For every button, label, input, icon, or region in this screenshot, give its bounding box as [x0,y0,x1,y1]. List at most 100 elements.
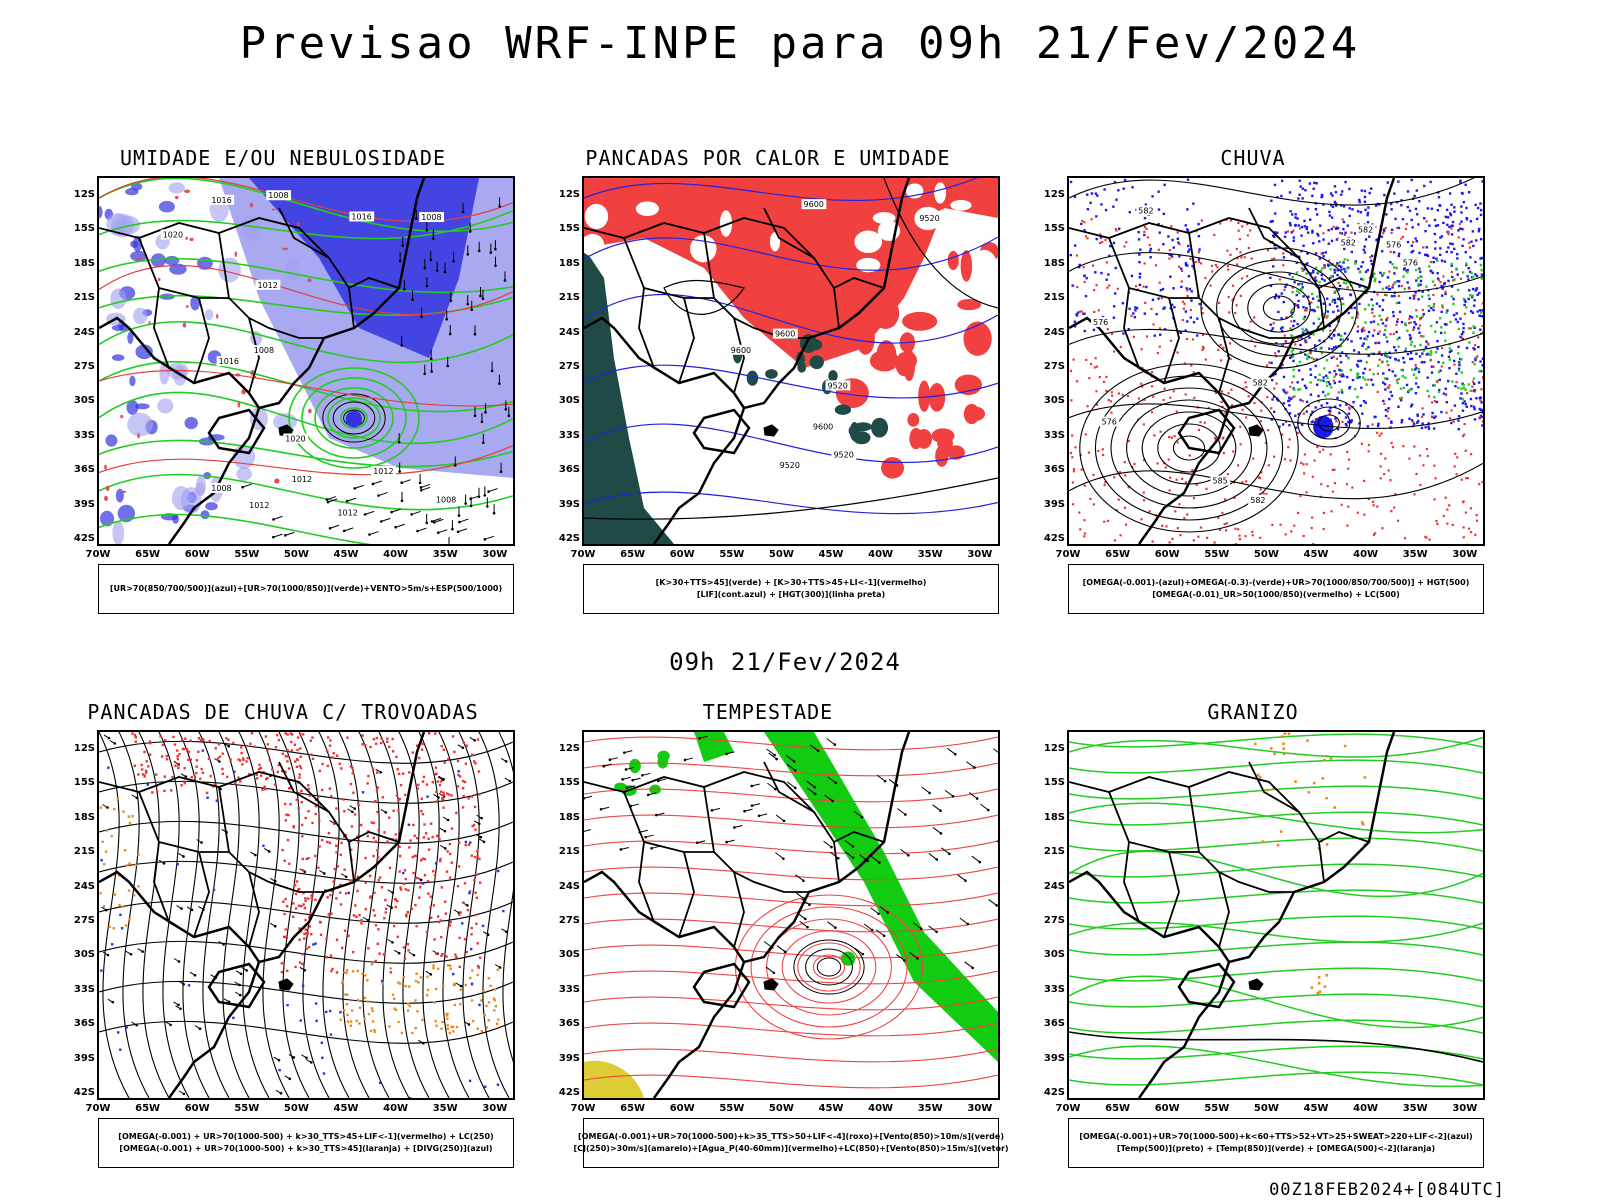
lat-tick-label: 21S [73,846,95,858]
lat-tick-label: 30S [73,949,95,961]
lat-tick-label: 33S [73,429,95,441]
svg-text:9520: 9520 [919,214,939,223]
lat-tick-label: 33S [1043,983,1065,995]
lon-tick-label: 50W [1253,1103,1279,1114]
lon-tick-label: 70W [570,549,596,560]
forecast-map [97,730,515,1100]
lat-tick-label: 27S [73,361,95,372]
legend-line: [UR>70(850/700/500)](azul)+[UR>70(1000/8… [109,584,503,593]
svg-text:576: 576 [1093,318,1108,327]
lon-tick-label: 65W [135,1103,161,1114]
svg-text:582: 582 [1341,239,1356,248]
svg-text:1016: 1016 [211,196,231,205]
lat-tick-label: 21S [1043,292,1065,304]
lon-tick-label: 45W [1303,1103,1329,1114]
lon-tick-label: 60W [1154,549,1180,560]
legend-box: [OMEGA(-0.001) + UR>70(1000-500) + k>30_… [98,1118,514,1168]
panel-title: TEMPESTADE [702,700,834,724]
svg-text:582: 582 [1250,496,1265,505]
lat-tick-label: 39S [558,1052,580,1064]
run-timestamp: 00Z18FEB2024+[084UTC] [1269,1180,1505,1200]
legend-line: [OMEGA(-0.001)+UR>70(1000-500)+k>35_TTS>… [578,1132,1004,1141]
svg-text:576: 576 [1403,258,1418,267]
lat-tick-label: 24S [1043,880,1065,892]
svg-text:1012: 1012 [249,501,269,510]
lat-tick-label: 15S [1043,223,1065,235]
lon-tick-label: 60W [669,549,695,560]
lat-tick-label: 12S [73,743,95,754]
svg-text:9520: 9520 [833,451,853,460]
lat-tick-label: 18S [558,811,580,823]
lat-tick-label: 27S [1043,361,1065,372]
lat-tick-label: 27S [558,361,580,372]
lat-tick-label: 24S [558,326,580,338]
lat-tick-label: 15S [1043,777,1065,789]
lon-tick-label: 35W [1402,1103,1428,1114]
lat-tick-label: 30S [1043,395,1065,407]
forecast-map: 9600 9600 9520 9600 9600 9520 9520 9520 [582,176,1000,546]
legend-line: [LIF](cont.azul) + [HGT(300)](linha pret… [696,590,886,599]
map-canvas: 1012 1012 1008 1012 1016 1020 1016 1008 1008 1012… [99,178,513,544]
lon-tick-label: 50W [283,1103,309,1114]
lat-tick-label: 12S [1043,743,1065,754]
lon-tick-label: 70W [85,1103,111,1114]
panel-title: PANCADAS POR CALOR E UMIDADE [585,146,951,170]
legend-line: [OMEGA(-0.001)+UR>70(1000-500)+k<60+TTS>… [1079,1132,1473,1141]
lat-tick-label: 42S [73,533,95,544]
lon-tick-label: 30W [967,549,993,560]
lon-tick-label: 60W [1154,1103,1180,1114]
lat-tick-label: 42S [558,533,580,544]
lat-tick-label: 39S [73,1052,95,1064]
lon-tick-label: 50W [768,1103,794,1114]
svg-text:576: 576 [1386,241,1401,250]
lon-tick-label: 45W [818,1103,844,1114]
lat-tick-label: 42S [73,1087,95,1098]
lon-tick-label: 60W [184,1103,210,1114]
legend-line: [OMEGA(-0.001)-(azul)+OMEGA(-0.3)-(verde… [1082,578,1470,587]
lon-tick-label: 35W [432,549,458,560]
lon-tick-label: 30W [1452,549,1478,560]
lon-tick-label: 45W [1303,549,1329,560]
legend-line: [OMEGA(-0.001) + UR>70(1000-500) + k>30_… [118,1132,494,1141]
panel-pancadas-calor: PANCADAS POR CALOR E UMIDADE 12S 15S 18S 21S… [548,146,1000,626]
svg-text:1012: 1012 [258,281,278,290]
lon-tick-label: 40W [868,549,894,560]
lon-tick-label: 55W [719,549,745,560]
lon-tick-label: 55W [1204,549,1230,560]
map-canvas: 9600 9600 9520 9600 9600 9520 9520 9520 [584,178,998,544]
svg-text:576: 576 [1102,418,1117,427]
lon-tick-label: 30W [482,1103,508,1114]
lon-tick-label: 45W [818,549,844,560]
forecast-map [582,730,1000,1100]
lat-tick-label: 18S [1043,257,1065,269]
panel-title: CHUVA [1220,146,1286,170]
lon-tick-label: 55W [234,549,260,560]
lat-tick-label: 18S [73,257,95,269]
lon-tick-label: 65W [1105,549,1131,560]
lat-tick-label: 30S [73,395,95,407]
svg-text:1012: 1012 [373,467,393,476]
page-title: Previsao WRF-INPE para 09h 21/Fev/2024 [239,18,1361,69]
svg-text:9600: 9600 [813,423,833,432]
svg-text:9600: 9600 [804,200,824,209]
svg-text:1008: 1008 [436,496,456,505]
lon-tick-label: 70W [1055,549,1081,560]
lat-tick-label: 36S [73,1018,95,1030]
lat-tick-label: 18S [558,257,580,269]
svg-text:582: 582 [1138,206,1153,215]
svg-text:1008: 1008 [254,346,274,355]
lat-tick-label: 15S [558,223,580,235]
panel-trovoadas: PANCADAS DE CHUVA C/ TROVOADAS 12S 15S 18S 2… [63,700,515,1180]
lon-tick-label: 65W [620,1103,646,1114]
svg-text:1020: 1020 [285,434,305,443]
lat-tick-label: 42S [558,1087,580,1098]
lat-tick-label: 24S [73,880,95,892]
lon-tick-label: 45W [333,549,359,560]
svg-text:585: 585 [1212,477,1227,486]
lat-tick-label: 27S [73,915,95,926]
lat-tick-label: 39S [1043,1052,1065,1064]
lon-tick-label: 50W [283,549,309,560]
lat-tick-label: 18S [73,811,95,823]
lat-tick-label: 39S [558,498,580,510]
